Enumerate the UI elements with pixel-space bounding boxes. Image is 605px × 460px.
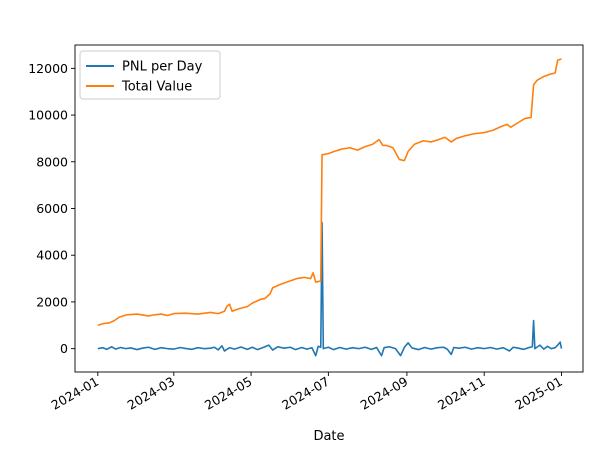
x-axis-label: Date — [313, 429, 344, 444]
y-tick-label: 0 — [60, 341, 68, 356]
legend: PNL per Day Total Value — [79, 50, 221, 100]
y-tick-label: 2000 — [36, 294, 68, 309]
legend-label-pnl-per-day: PNL per Day — [122, 60, 203, 75]
y-tick-label: 4000 — [36, 248, 68, 263]
y-tick-label: 8000 — [36, 154, 68, 169]
series-line-pnl-per-day — [97, 221, 563, 357]
y-tick-label: 6000 — [36, 201, 68, 216]
series-layer — [97, 58, 563, 357]
y-tick-label: 10000 — [28, 108, 68, 123]
series-line-total-value — [97, 58, 562, 327]
legend-label-total-value: Total Value — [121, 80, 192, 95]
y-tick-label: 12000 — [28, 61, 68, 76]
legend-box — [79, 50, 221, 100]
